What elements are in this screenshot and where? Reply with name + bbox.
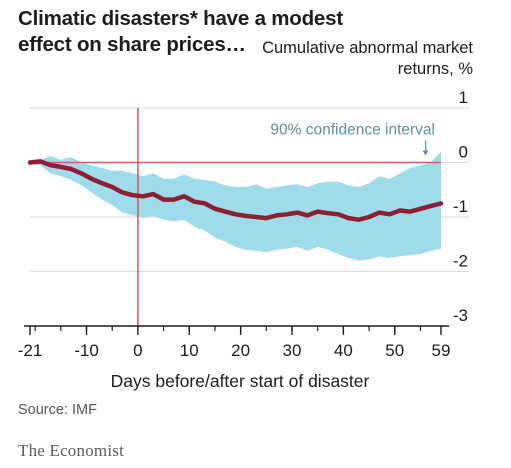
y-tick-label: -1 (453, 197, 468, 216)
x-tick-label: 30 (283, 341, 302, 360)
x-tick-label: 50 (385, 341, 404, 360)
annotation-arrowhead (422, 150, 429, 156)
series-line (27, 159, 444, 222)
x-tick-label: 10 (180, 341, 199, 360)
x-tick-label: 40 (334, 341, 353, 360)
confidence-band (30, 151, 441, 261)
y-tick-label: -3 (453, 306, 468, 325)
source-note: Source: IMF (18, 402, 97, 418)
x-ticks: -21 -10 0 10 20 30 40 50 59 (18, 326, 451, 360)
y-tick-labels: 1 0 -1 -2 -3 (453, 88, 468, 325)
x-axis-label: Days before/after start of disaster (110, 371, 370, 391)
x-tick-label: 0 (133, 341, 142, 360)
confidence-interval-annotation: 90% confidence interval (270, 122, 435, 139)
y-tick-label: 1 (459, 88, 468, 107)
publisher-wordmark: The Economist (18, 441, 124, 460)
y-axis-label: Cumulative abnormal market returns, % (262, 39, 473, 78)
y-tick-label: -2 (453, 252, 468, 271)
x-tick-label: 20 (231, 341, 250, 360)
x-tick-label: -10 (74, 341, 99, 360)
chart-title: Climatic disasters* have a modest effect… (18, 7, 343, 56)
x-tick-label: 59 (432, 341, 451, 360)
x-tick-label: -21 (18, 341, 43, 360)
y-tick-label: 0 (459, 143, 468, 162)
